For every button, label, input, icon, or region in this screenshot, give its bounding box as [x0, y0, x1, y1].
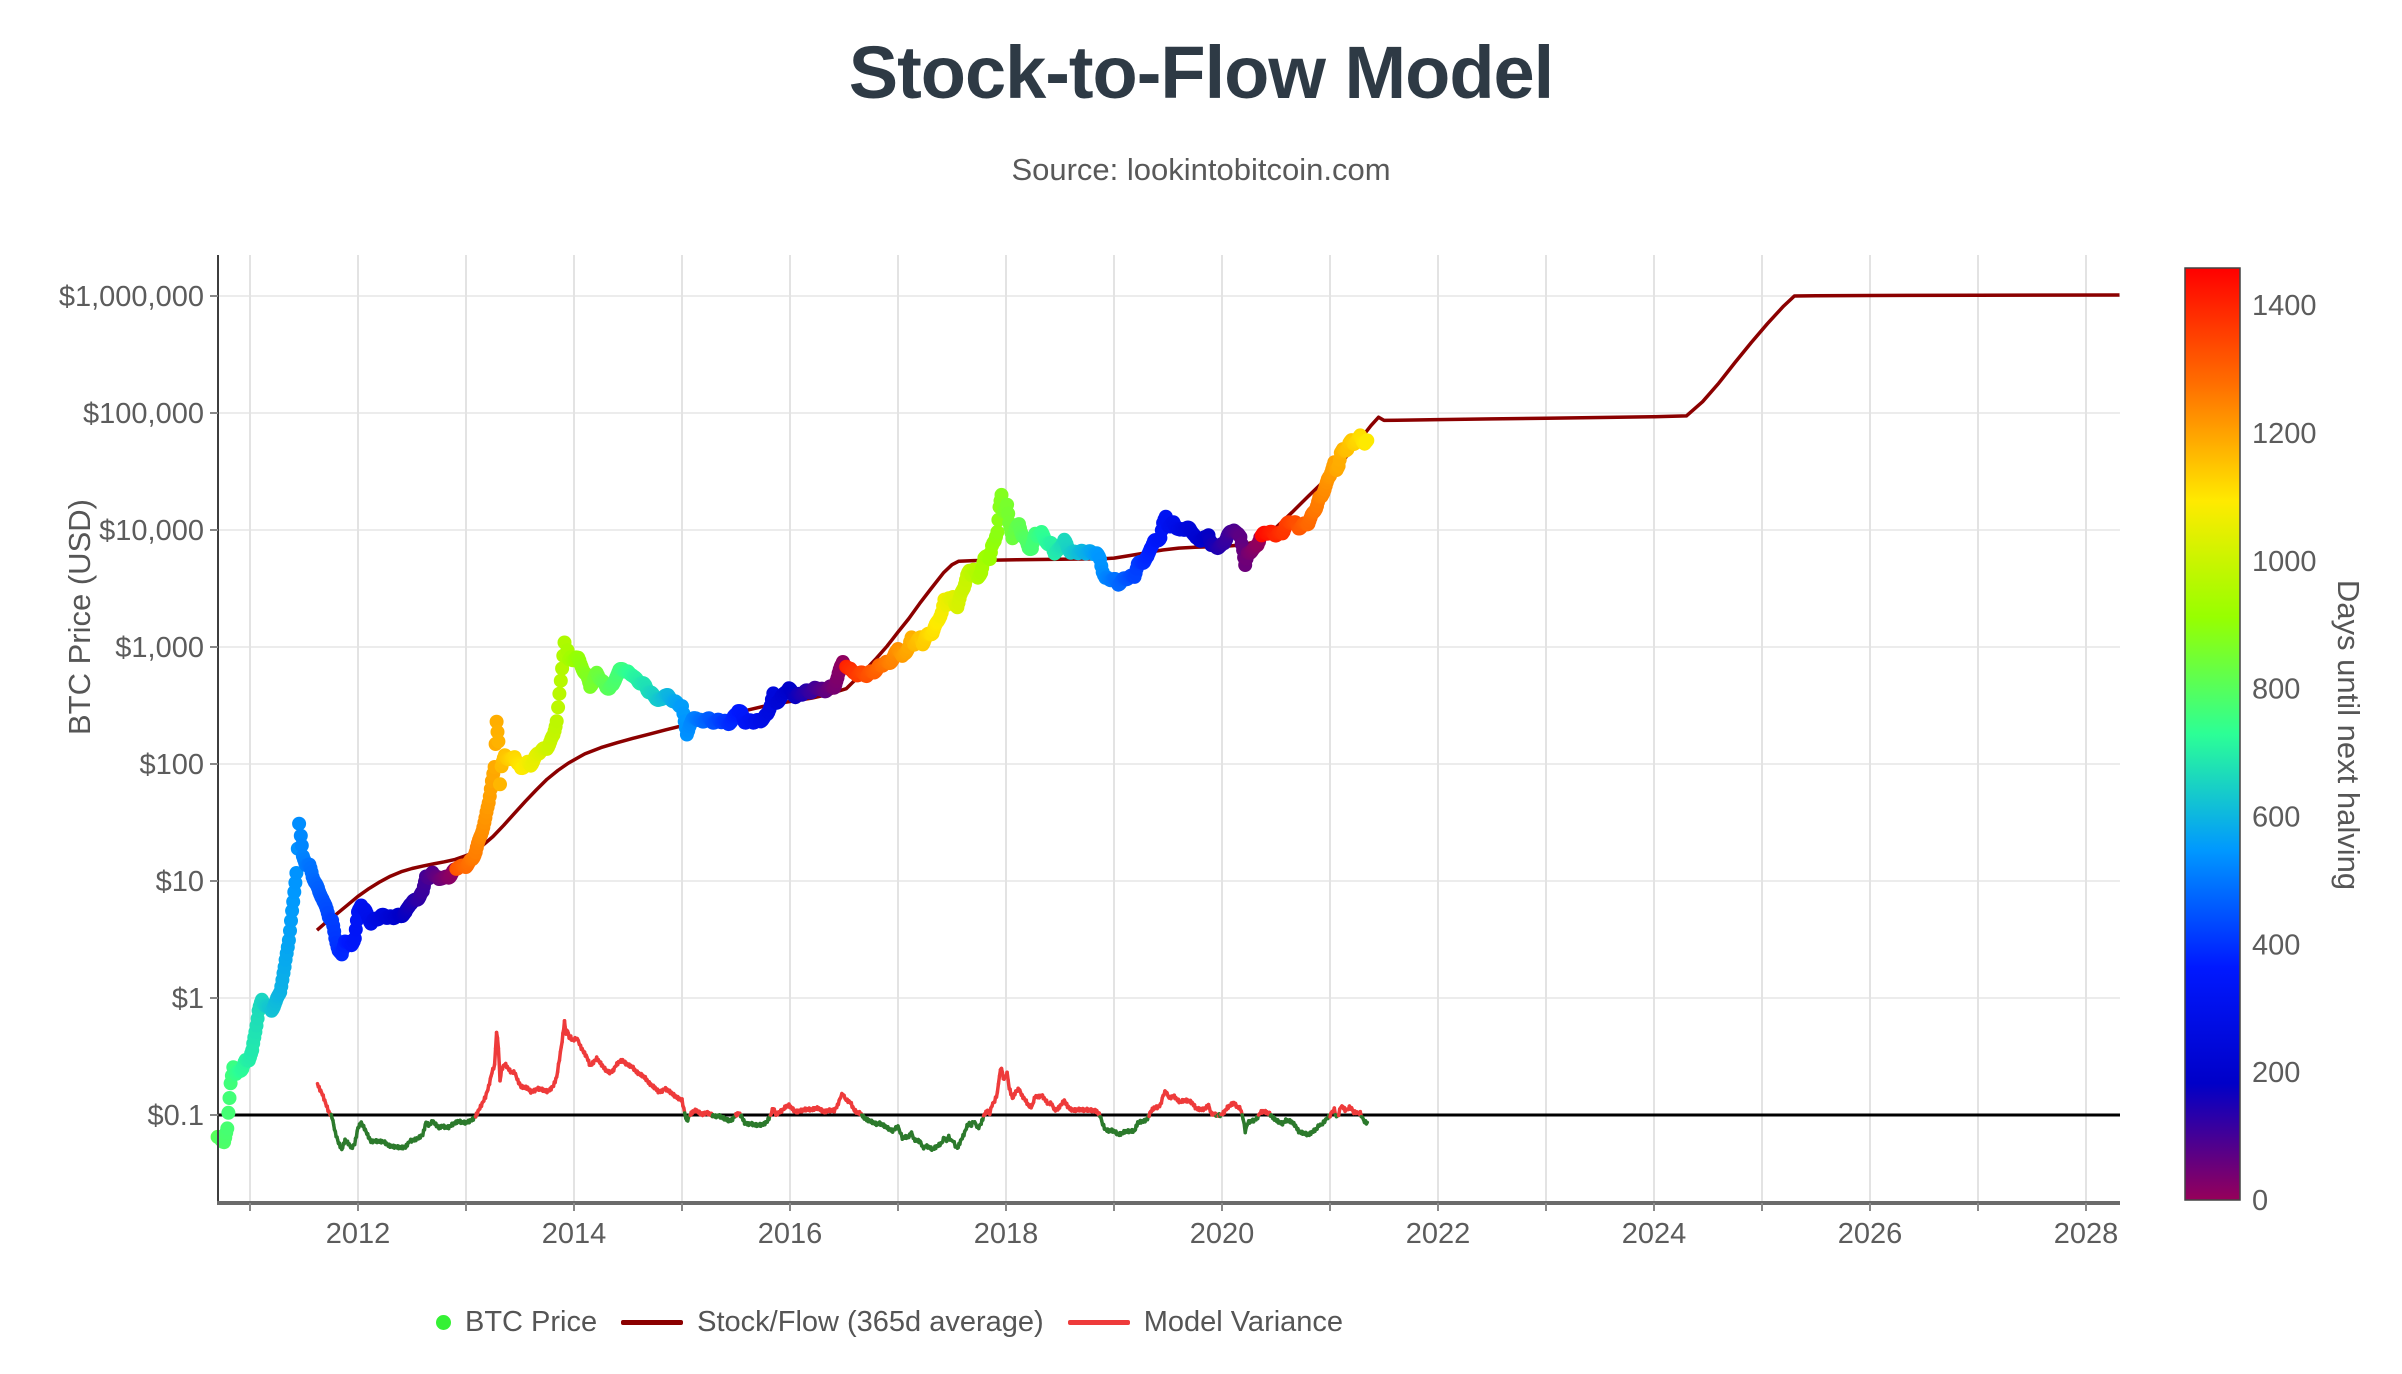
svg-text:$0.1: $0.1 [148, 1100, 204, 1132]
legend-label: Model Variance [1143, 1306, 1344, 1338]
svg-text:$1,000,000: $1,000,000 [59, 281, 204, 313]
model-variance-line-marker [1067, 1320, 1130, 1325]
stock-flow-line [315, 293, 2120, 932]
legend-item-btc-price[interactable]: BTC Price [436, 1306, 597, 1339]
svg-text:2020: 2020 [1190, 1218, 1255, 1250]
svg-text:2012: 2012 [326, 1218, 391, 1250]
svg-text:2018: 2018 [974, 1218, 1039, 1250]
svg-text:2024: 2024 [1622, 1218, 1687, 1250]
svg-text:1200: 1200 [2252, 418, 2317, 450]
svg-text:$10: $10 [156, 866, 204, 898]
svg-text:$10,000: $10,000 [99, 515, 204, 547]
page-subtitle: Source: lookintobitcoin.com [1011, 152, 1391, 187]
stock-flow-line-marker [621, 1320, 684, 1325]
svg-text:$100,000: $100,000 [83, 398, 204, 430]
svg-text:$1: $1 [172, 983, 204, 1015]
svg-text:2014: 2014 [542, 1218, 607, 1250]
svg-text:400: 400 [2252, 929, 2300, 961]
colorbar-tick-labels: 0 200 400 600 800 1000 1200 1400 [2252, 290, 2317, 1217]
btc-price-dot-marker [436, 1315, 451, 1330]
svg-text:$100: $100 [139, 749, 204, 781]
legend-item-model-variance[interactable]: Model Variance [1067, 1306, 1344, 1339]
svg-text:0: 0 [2252, 1185, 2268, 1217]
model-variance-line [315, 1019, 1370, 1152]
svg-text:1400: 1400 [2252, 290, 2317, 322]
colorbar-gradient [2184, 267, 2241, 1201]
x-tick-labels: 2012 2014 2016 2018 2020 2022 2024 2026 2028 [249, 1203, 2119, 1250]
plot-area[interactable] [218, 255, 2120, 1203]
svg-text:800: 800 [2252, 674, 2300, 706]
svg-text:2028: 2028 [2054, 1218, 2119, 1250]
svg-text:1000: 1000 [2252, 546, 2317, 578]
page-title: Stock-to-Flow Model [848, 31, 1555, 114]
legend-label: BTC Price [465, 1306, 598, 1338]
colorbar-title: Days until next halving [2331, 579, 2366, 891]
svg-text:2026: 2026 [1838, 1218, 1903, 1250]
svg-text:$1,000: $1,000 [115, 632, 204, 664]
svg-text:2022: 2022 [1406, 1218, 1471, 1250]
y-tick-labels: $1,000,000 $100,000 $10,000 $1,000 $100 $10 $1… [59, 281, 218, 1132]
legend-label: Stock/Flow (365d average) [697, 1306, 1044, 1338]
x-gridlines [249, 255, 2087, 1203]
legend-item-stock-flow[interactable]: Stock/Flow (365d average) [621, 1306, 1044, 1339]
btc-price-dots [210, 428, 1375, 1150]
svg-text:600: 600 [2252, 801, 2300, 833]
chart-legend: BTC Price Stock/Flow (365d average) Mode… [436, 1306, 1343, 1339]
svg-text:200: 200 [2252, 1057, 2300, 1089]
svg-text:2016: 2016 [758, 1218, 823, 1250]
